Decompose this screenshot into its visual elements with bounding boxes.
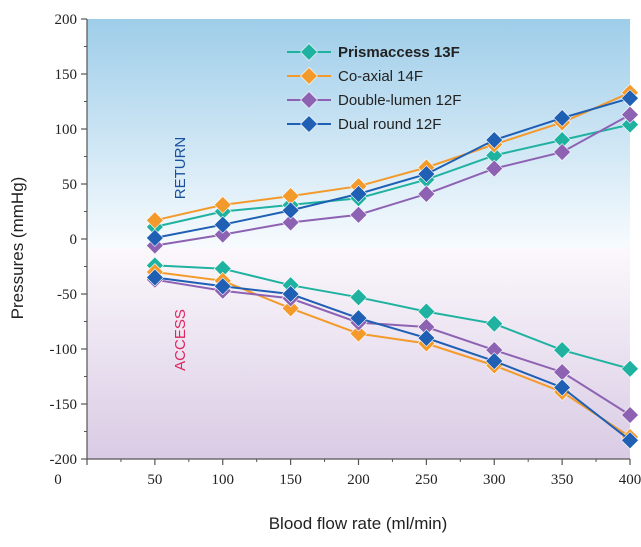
y-tick-label: 100: [55, 122, 78, 138]
return-annotation: RETURN: [172, 137, 189, 200]
y-tick-label: -150: [50, 397, 78, 413]
legend-label: Double-lumen 12F: [338, 92, 461, 109]
legend-label: Co-axial 14F: [338, 68, 423, 85]
x-tick-label: 300: [483, 472, 506, 488]
x-tick-label: 250: [415, 472, 438, 488]
x-tick-label: 50: [147, 472, 162, 488]
y-tick-label: -50: [57, 287, 77, 303]
legend-label: Prismaccess 13F: [338, 44, 460, 61]
y-tick-label: -200: [50, 452, 78, 468]
x-tick-label: 200: [347, 472, 370, 488]
x-tick-label: 0: [54, 472, 62, 488]
y-tick-label: -100: [50, 342, 78, 358]
x-tick-label: 350: [551, 472, 574, 488]
x-tick-label: 150: [279, 472, 302, 488]
y-tick-label: 50: [62, 177, 77, 193]
y-axis-title: Pressures (mmHg): [8, 177, 27, 320]
legend-item-1: Co-axial 14F: [287, 68, 423, 86]
legend-item-3: Dual round 12F: [287, 116, 441, 134]
y-tick-label: 0: [70, 232, 78, 248]
x-tick-label: 100: [212, 472, 235, 488]
legend-label: Dual round 12F: [338, 116, 441, 133]
y-tick-label: 200: [55, 12, 78, 28]
x-tick-label: 400: [619, 472, 641, 488]
y-tick-label: 150: [55, 67, 78, 83]
access-annotation: ACCESS: [172, 309, 189, 371]
x-axis-title: Blood flow rate (ml/min): [269, 514, 448, 533]
